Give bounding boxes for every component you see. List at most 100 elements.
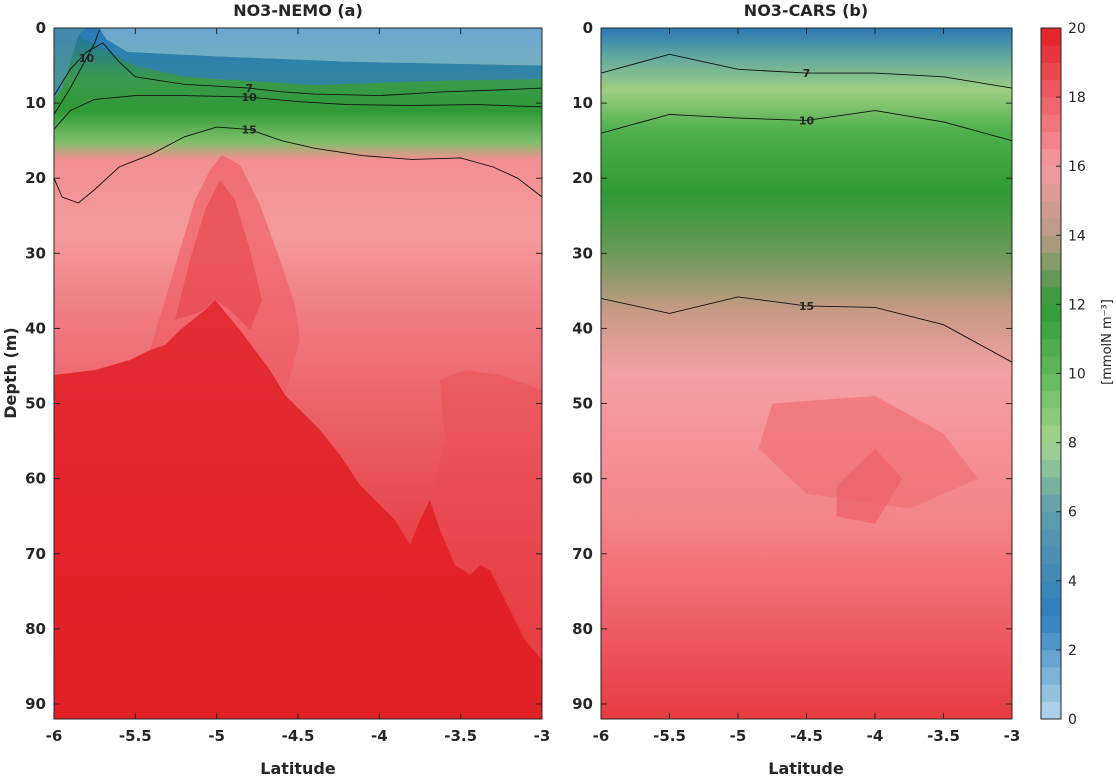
x-tick-label: -4 xyxy=(371,727,388,745)
y-tick-label: 0 xyxy=(583,19,593,37)
contour-label: 15 xyxy=(242,123,257,136)
colorbar-step xyxy=(1041,356,1061,374)
x-tick-label: -3.5 xyxy=(927,727,960,745)
value-region xyxy=(758,396,978,509)
y-tick-label: 30 xyxy=(572,244,593,262)
x-tick-label: -5.5 xyxy=(653,727,686,745)
colorbar-step xyxy=(1041,598,1061,616)
colorbar-step xyxy=(1041,546,1061,564)
contour-label: 7 xyxy=(803,67,811,80)
colorbar-tick-label: 16 xyxy=(1068,159,1086,175)
colorbar-step xyxy=(1041,114,1061,132)
y-tick-label: 50 xyxy=(25,395,46,413)
colorbar-steps xyxy=(1041,28,1061,720)
colorbar-step xyxy=(1041,477,1061,495)
colorbar-step xyxy=(1041,28,1061,46)
colorbar-step xyxy=(1041,667,1061,685)
colorbar-step xyxy=(1041,131,1061,150)
colorbar-tick-label: 10 xyxy=(1068,367,1086,383)
contour-label: 10 xyxy=(799,114,815,127)
colorbar-step xyxy=(1041,408,1061,426)
colorbar-tick-label: 0 xyxy=(1068,712,1077,728)
plume-core-region xyxy=(175,180,262,330)
colorbar-ticks: 0 2 4 6 8 10 12 14 16 18 20 xyxy=(1056,21,1086,728)
colorbar-step xyxy=(1041,321,1061,340)
y-tick-label: 40 xyxy=(25,319,46,337)
panel-b-background xyxy=(601,28,1012,719)
y-tick-label: 90 xyxy=(572,695,593,713)
panel-b-title: NO3-CARS (b) xyxy=(744,1,868,20)
colorbar-step xyxy=(1041,373,1061,392)
y-tick-label: 70 xyxy=(572,545,593,563)
x-tick-label: -6 xyxy=(593,727,610,745)
colorbar-step xyxy=(1041,511,1061,530)
colorbar-step xyxy=(1041,269,1061,288)
y-tick-label: 10 xyxy=(572,94,593,112)
deep-right-region xyxy=(430,370,542,660)
colorbar-step xyxy=(1041,97,1061,115)
colorbar-tick-label: 6 xyxy=(1068,505,1077,521)
value-region xyxy=(78,28,542,86)
colorbar-step xyxy=(1041,580,1061,599)
x-tick-label: -4.5 xyxy=(282,727,315,745)
y-tick-label: 60 xyxy=(25,470,46,488)
y-tick-label: 0 xyxy=(36,19,46,37)
colorbar-step xyxy=(1041,701,1061,720)
y-tick-label: 20 xyxy=(25,169,46,187)
colorbar-step xyxy=(1041,166,1061,184)
contour-label: 10 xyxy=(242,91,258,104)
x-tick-label: -5.5 xyxy=(119,727,152,745)
panel-b-contours: 7 10 15 xyxy=(601,53,1012,363)
x-tick-label: -6 xyxy=(46,727,63,745)
panel-b-ticks: -6 -5.5 -5 -4.5 -4 -3.5 -3 0 10 20 30 40 50 60 70 80 90 xyxy=(572,19,1020,745)
x-tick-label: -3 xyxy=(534,727,551,745)
colorbar-tick-label: 18 xyxy=(1068,90,1086,106)
x-tick-label: -5 xyxy=(730,727,747,745)
plume-region xyxy=(150,155,300,395)
panel-a-ticks: -6 -5.5 -5 -4.5 -4 -3.5 -3 0 10 20 30 40 50 60 70 80 90 xyxy=(25,19,550,745)
colorbar-step xyxy=(1041,563,1061,582)
colorbar: 0 2 4 6 8 10 12 14 16 18 20 [mmolN m⁻³] xyxy=(1040,21,1115,728)
colorbar-step xyxy=(1041,615,1061,633)
value-region xyxy=(99,28,542,66)
colorbar-tick-label: 20 xyxy=(1068,21,1086,37)
y-tick-label: 40 xyxy=(572,319,593,337)
colorbar-step xyxy=(1041,79,1061,98)
colorbar-step xyxy=(1041,338,1061,357)
panel-b-xlabel: Latitude xyxy=(768,759,844,777)
x-tick-label: -4.5 xyxy=(790,727,823,745)
colorbar-step xyxy=(1041,235,1061,253)
x-tick-label: -3.5 xyxy=(444,727,477,745)
x-tick-label: -5 xyxy=(208,727,225,745)
panel-a-title: NO3-NEMO (a) xyxy=(233,1,363,20)
colorbar-step xyxy=(1041,390,1061,409)
panel-a-xlabel: Latitude xyxy=(260,759,336,777)
panel-b: 7 10 15 -6 -5.5 -5 -4.5 -4 -3.5 -3 0 10 20 30 40 50 60 7… xyxy=(572,1,1020,777)
colorbar-step xyxy=(1041,45,1061,63)
y-tick-label: 80 xyxy=(572,620,593,638)
colorbar-step xyxy=(1041,200,1061,219)
y-tick-label: 30 xyxy=(25,244,46,262)
y-tick-label: 20 xyxy=(572,169,593,187)
colorbar-tick-label: 8 xyxy=(1068,436,1077,452)
contour-label: 7 xyxy=(245,82,253,95)
colorbar-tick-label: 4 xyxy=(1068,574,1077,590)
colorbar-step xyxy=(1041,632,1061,651)
colorbar-step xyxy=(1041,304,1061,322)
contour-line xyxy=(54,29,100,115)
colorbar-tick-label: 14 xyxy=(1068,228,1086,244)
colorbar-step xyxy=(1041,442,1061,461)
panel-b-overlays: 7 10 15 xyxy=(601,53,1012,524)
colorbar-step xyxy=(1041,218,1061,236)
y-tick-label: 80 xyxy=(25,620,46,638)
colorbar-step xyxy=(1041,494,1061,512)
value-region xyxy=(836,448,903,524)
panel-a-regions xyxy=(54,28,542,100)
panel-a-ylabel: Depth (m) xyxy=(1,327,20,419)
colorbar-tick-label: 12 xyxy=(1068,297,1086,313)
y-tick-label: 70 xyxy=(25,545,46,563)
